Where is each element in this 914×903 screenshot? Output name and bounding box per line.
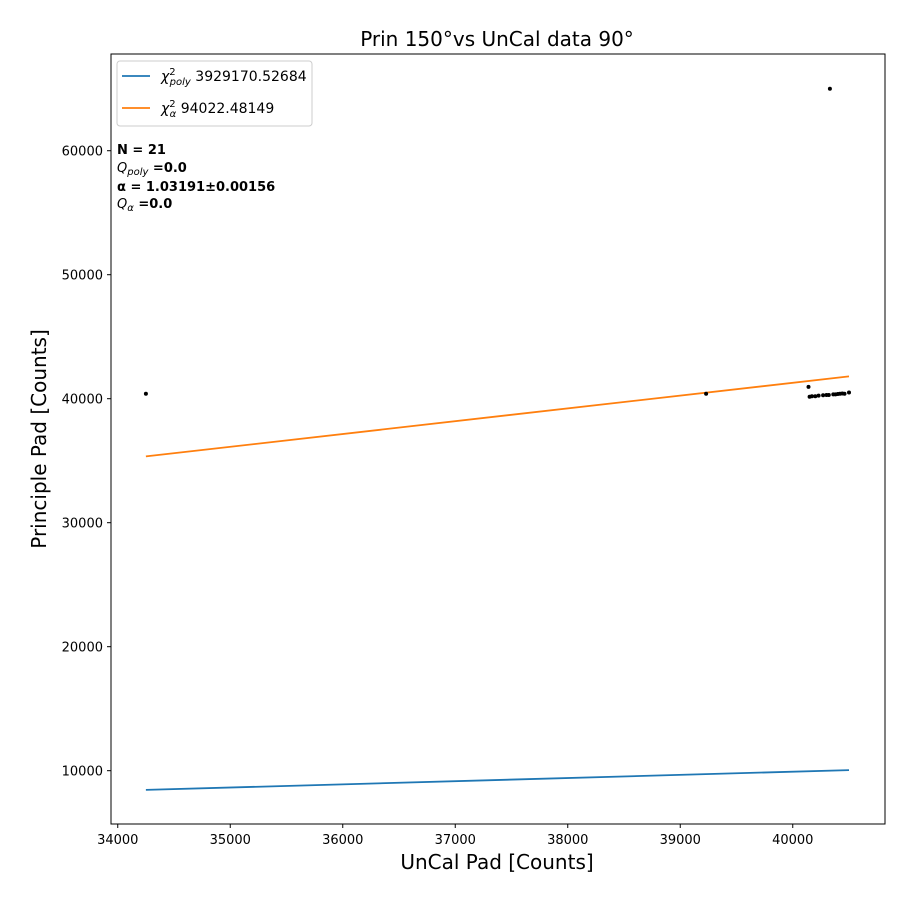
fit-line-alpha xyxy=(145,375,850,458)
data-point xyxy=(827,86,832,91)
legend-label-alpha: χ2 α 94022.48149 xyxy=(160,99,274,120)
legend: χ2 poly 3929170.52684 χ2 α 94022.48149 xyxy=(116,60,313,127)
data-point xyxy=(809,394,814,399)
y-axis-title: Principle Pad [Counts] xyxy=(27,329,51,549)
x-tick-label: 40000 xyxy=(772,833,813,848)
y-tick-label: 60000 xyxy=(62,145,103,160)
x-tick-label: 39000 xyxy=(660,833,701,848)
data-point xyxy=(826,393,831,397)
y-axis: 10000 20000 30000 40000 50000 60000 xyxy=(62,145,111,780)
plot-frame xyxy=(110,53,886,825)
stat-q-poly: Qpoly =0.0 xyxy=(117,161,187,178)
legend-alpha-symbol: χ xyxy=(160,101,170,117)
stat-q-poly-symbol: Q xyxy=(117,161,127,176)
legend-poly-symbol: χ xyxy=(160,69,170,85)
y-tick-label: 40000 xyxy=(62,393,103,408)
y-tick-label: 20000 xyxy=(62,641,103,656)
x-tick-label: 34000 xyxy=(97,833,138,848)
legend-poly-value: 3929170.52684 xyxy=(191,69,307,85)
legend-label-poly: χ2 poly 3929170.52684 xyxy=(160,67,307,88)
data-points xyxy=(143,86,851,399)
x-tick-label: 38000 xyxy=(547,833,588,848)
data-point xyxy=(806,384,811,389)
stat-q-poly-sub: poly xyxy=(126,167,149,178)
stat-q-alpha: Qα =0.0 xyxy=(117,197,172,214)
x-tick-label: 35000 xyxy=(210,833,251,848)
y-tick-label: 10000 xyxy=(62,765,103,780)
y-tick-label: 50000 xyxy=(62,269,103,284)
legend-poly-sub: poly xyxy=(169,77,192,88)
data-point xyxy=(704,391,709,396)
fit-lines xyxy=(145,375,850,791)
stat-q-alpha-sub: α xyxy=(127,203,134,214)
data-point xyxy=(813,394,818,399)
stat-alpha: α = 1.03191±0.00156 xyxy=(117,180,275,195)
chart-title: Prin 150°vs UnCal data 90° xyxy=(360,27,634,51)
x-axis: 34000 35000 36000 37000 38000 39000 40000 xyxy=(97,824,813,848)
legend-alpha-sup: 2 xyxy=(169,99,175,110)
stats-annotation: N = 21 Qpoly =0.0 α = 1.03191±0.00156 Qα… xyxy=(117,143,275,214)
data-point xyxy=(143,391,148,396)
data-point xyxy=(821,393,826,398)
legend-alpha-sub: α xyxy=(170,109,177,120)
x-tick-label: 37000 xyxy=(435,833,476,848)
plot-area xyxy=(111,54,885,824)
legend-alpha-value: 94022.48149 xyxy=(176,101,274,117)
fit-line-poly xyxy=(145,769,850,791)
data-point xyxy=(842,391,847,396)
stat-q-alpha-symbol: Q xyxy=(117,197,127,212)
y-tick-label: 30000 xyxy=(62,517,103,532)
data-point xyxy=(847,390,851,395)
stat-q-alpha-value: =0.0 xyxy=(134,197,172,212)
x-tick-label: 36000 xyxy=(322,833,363,848)
stat-q-poly-value: =0.0 xyxy=(148,161,186,176)
stat-n: N = 21 xyxy=(117,143,166,158)
data-point xyxy=(816,393,821,398)
x-axis-title: UnCal Pad [Counts] xyxy=(400,850,593,874)
legend-box xyxy=(116,60,313,127)
legend-poly-sup: 2 xyxy=(169,67,175,78)
